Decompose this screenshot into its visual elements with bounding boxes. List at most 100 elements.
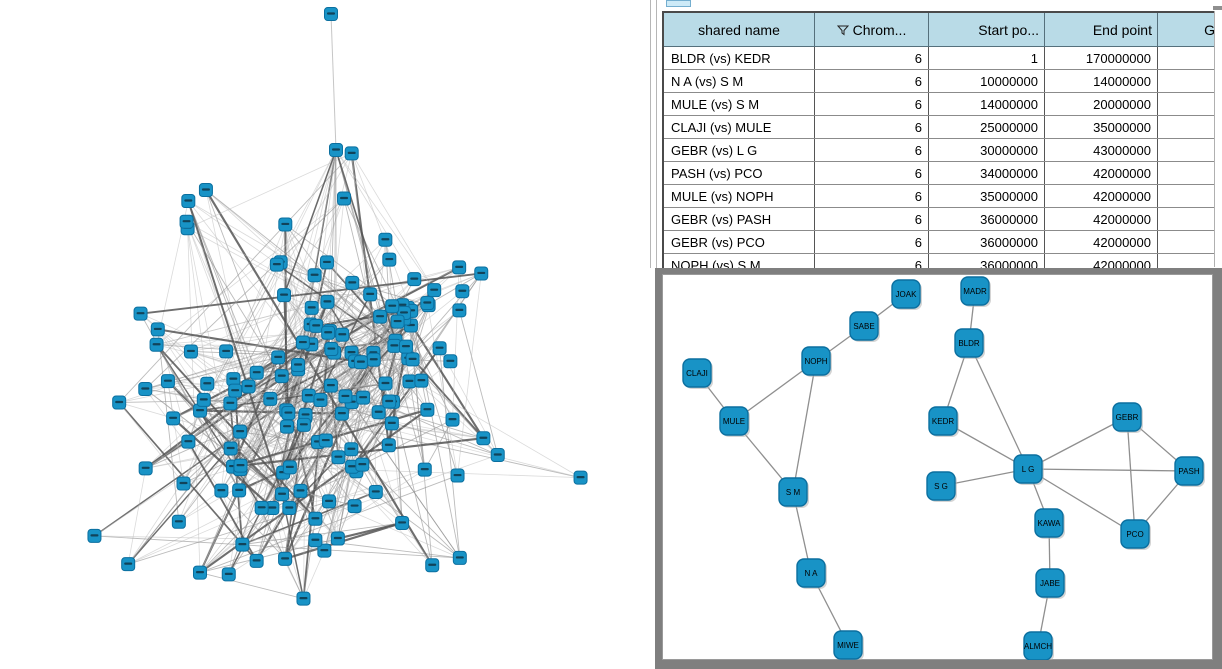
network-node[interactable] — [296, 591, 311, 606]
table-row[interactable]: GEBR (vs) PASH636000000420000008.9 — [662, 207, 1222, 231]
network-node[interactable] — [176, 476, 191, 491]
network-node[interactable] — [337, 191, 352, 206]
network-edge[interactable] — [145, 334, 343, 469]
network-edge[interactable] — [94, 535, 316, 541]
subnetwork-node-claji[interactable]: CLAJI — [682, 358, 713, 389]
network-edge[interactable] — [188, 200, 315, 276]
network-node[interactable] — [490, 448, 505, 463]
network-node[interactable] — [324, 7, 338, 21]
network-node[interactable] — [353, 355, 368, 370]
network-node[interactable] — [304, 300, 319, 315]
network-node[interactable] — [420, 402, 435, 417]
network-node[interactable] — [181, 194, 196, 209]
network-node[interactable] — [138, 461, 153, 476]
network-edge[interactable] — [457, 273, 482, 476]
table-vertical-scrollbar[interactable] — [1214, 11, 1222, 267]
network-node[interactable] — [166, 411, 181, 426]
network-edge[interactable] — [337, 521, 403, 540]
network-edge[interactable] — [128, 464, 363, 565]
network-edge[interactable] — [288, 359, 375, 509]
network-edge[interactable] — [384, 239, 403, 523]
panel-splitter-line[interactable] — [656, 0, 657, 268]
network-node[interactable] — [347, 499, 362, 514]
network-edge[interactable] — [335, 149, 415, 280]
network-node[interactable] — [271, 350, 286, 365]
network-edge[interactable] — [283, 149, 337, 296]
network-edge[interactable] — [283, 295, 290, 414]
network-node[interactable] — [121, 557, 136, 572]
subnetwork-node-bldr[interactable]: BLDR — [954, 328, 985, 359]
network-edge[interactable] — [351, 153, 375, 360]
network-node[interactable] — [295, 335, 310, 350]
network-node[interactable] — [318, 433, 333, 448]
network-node[interactable] — [198, 183, 213, 198]
table-row[interactable]: MULE (vs) NOPH6350000004200000010.5 — [662, 184, 1222, 208]
network-node[interactable] — [291, 358, 306, 373]
network-edge[interactable] — [199, 153, 353, 411]
network-node[interactable] — [282, 500, 297, 515]
subnetwork-node-l-g[interactable]: L G — [1013, 454, 1044, 485]
network-edge[interactable] — [118, 153, 353, 403]
network-node[interactable] — [323, 378, 338, 393]
network-node[interactable] — [414, 373, 429, 388]
network-node[interactable] — [324, 342, 339, 357]
table-row[interactable]: PASH (vs) PCO6340000004200000011.4 — [662, 161, 1222, 185]
network-node[interactable] — [232, 483, 247, 498]
subnetwork-node-madr[interactable]: MADR — [960, 276, 991, 307]
network-node[interactable] — [398, 339, 413, 354]
network-edge[interactable] — [333, 149, 337, 353]
network-node[interactable] — [443, 354, 458, 369]
network-edge[interactable] — [458, 310, 499, 456]
network-edge[interactable] — [119, 378, 234, 403]
network-edge[interactable] — [351, 448, 461, 559]
network-node[interactable] — [402, 374, 417, 389]
subnetwork-node-s-m[interactable]: S M — [778, 477, 809, 508]
network-node[interactable] — [275, 487, 290, 502]
network-edge[interactable] — [239, 361, 362, 433]
network-edge[interactable] — [155, 344, 263, 509]
network-edge[interactable] — [315, 469, 425, 541]
network-edge[interactable] — [303, 518, 316, 599]
network-edge[interactable] — [203, 399, 353, 468]
network-node[interactable] — [405, 352, 420, 367]
subnetwork-edge-bldr-l-g[interactable] — [968, 342, 1029, 470]
table-row[interactable]: N A (vs) S M610000000140000006.6 — [662, 69, 1222, 93]
network-node[interactable] — [450, 468, 465, 483]
network-edge[interactable] — [190, 351, 453, 421]
network-node[interactable] — [331, 450, 346, 465]
network-node[interactable] — [345, 275, 360, 290]
network-node[interactable] — [223, 396, 238, 411]
subnetwork-node-mule[interactable]: MULE — [719, 406, 750, 437]
network-node[interactable] — [274, 369, 289, 384]
network-node[interactable] — [309, 318, 324, 333]
network-edge[interactable] — [127, 262, 328, 565]
network-edge[interactable] — [156, 344, 406, 348]
network-node[interactable] — [417, 462, 432, 477]
column-header-shared-name[interactable]: shared name — [662, 11, 815, 47]
network-edge[interactable] — [186, 221, 407, 347]
network-node[interactable] — [425, 558, 440, 573]
subnetwork-node-jabe[interactable]: JABE — [1035, 568, 1066, 599]
network-node[interactable] — [476, 431, 491, 446]
subnetwork-node-pash[interactable]: PASH — [1174, 456, 1205, 487]
network-edge[interactable] — [351, 153, 435, 291]
network-node[interactable] — [249, 553, 264, 568]
network-node[interactable] — [301, 388, 316, 403]
network-node[interactable] — [87, 528, 102, 543]
network-edge[interactable] — [424, 419, 453, 470]
network-edge[interactable] — [240, 437, 484, 467]
network-node[interactable] — [249, 365, 264, 380]
network-edge[interactable] — [167, 380, 283, 496]
main-network-canvas[interactable] — [0, 0, 648, 669]
subnetwork-node-miwe[interactable]: MIWE — [833, 630, 864, 660]
network-edge[interactable] — [372, 352, 377, 492]
network-edge[interactable] — [410, 325, 458, 476]
network-edge[interactable] — [320, 399, 498, 456]
network-edge[interactable] — [167, 380, 316, 520]
network-edge[interactable] — [394, 290, 463, 347]
network-node[interactable] — [319, 255, 334, 270]
subnetwork-edge-noph-s-m[interactable] — [792, 360, 817, 493]
network-node[interactable] — [171, 514, 186, 529]
network-edge[interactable] — [199, 383, 386, 573]
